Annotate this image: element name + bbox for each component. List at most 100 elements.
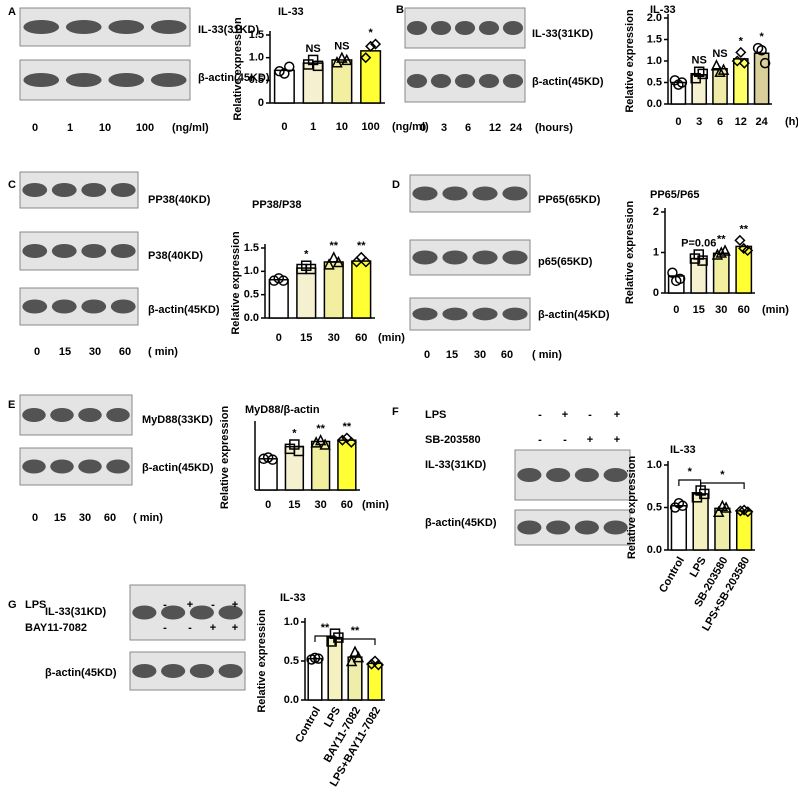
lane-label: 100 xyxy=(136,122,154,134)
panel-label: C xyxy=(8,179,16,191)
data-point xyxy=(738,57,750,69)
significance-label: NS xyxy=(712,48,727,60)
lane-unit: (ng/ml) xyxy=(172,122,209,134)
data-point xyxy=(697,68,708,80)
treatment-sign: - xyxy=(588,409,592,421)
data-point xyxy=(314,433,327,446)
blot-band xyxy=(442,186,468,201)
data-point xyxy=(341,53,353,66)
blot-band xyxy=(65,73,102,87)
significance-label: NS xyxy=(692,55,707,67)
blot-band xyxy=(110,299,136,314)
blot-label: P38(40KD) xyxy=(148,250,203,262)
blot-band xyxy=(22,244,48,258)
y-axis-title: Relative expression xyxy=(232,17,244,121)
lane-label: 1 xyxy=(67,122,73,134)
blot-band xyxy=(81,183,107,197)
blot-band xyxy=(472,250,498,265)
x-tick-label: 10 xyxy=(336,121,348,133)
data-point xyxy=(667,267,678,278)
y-tick-label: 1.5 xyxy=(647,33,662,45)
blot-label: IL-33(31KD) xyxy=(425,459,486,471)
lane-label: 60 xyxy=(501,349,513,361)
data-point xyxy=(759,57,771,69)
blot-band xyxy=(78,408,102,422)
significance-label: ** xyxy=(357,240,366,252)
lane-label: 3 xyxy=(441,122,447,134)
blot-label: p65(65KD) xyxy=(538,256,593,268)
panel-label: G xyxy=(8,599,17,611)
treatment-sign: + xyxy=(562,409,568,421)
x-tick-label: LPS xyxy=(688,555,709,580)
data-point xyxy=(323,258,335,270)
data-point xyxy=(365,40,377,52)
bar xyxy=(692,493,709,551)
treatment-sign: - xyxy=(211,599,215,611)
y-tick-label: 0 xyxy=(258,97,264,109)
blot-label: β-actin(45KD) xyxy=(532,76,604,88)
lane-label: 6 xyxy=(465,122,471,134)
x-tick-label: 6 xyxy=(717,116,723,128)
significance-label: NS xyxy=(305,43,320,55)
blot-band xyxy=(406,21,428,35)
blot-band xyxy=(517,520,542,535)
y-tick-label: 1 xyxy=(653,246,659,258)
blot-band xyxy=(78,459,102,474)
blot-band xyxy=(478,74,500,88)
x-tick-label: 60 xyxy=(341,499,353,511)
blot-band xyxy=(81,299,107,314)
lane-label: 12 xyxy=(489,122,501,134)
significance-bracket xyxy=(334,638,376,645)
data-point xyxy=(693,66,705,77)
chart-title: PP38/P38 xyxy=(252,199,302,211)
x-tick-label: 30 xyxy=(715,304,727,316)
blot-band xyxy=(51,299,77,314)
panel-label: E xyxy=(8,399,15,411)
chart-title: IL-33 xyxy=(670,444,696,456)
chart-title: IL-33 xyxy=(278,6,304,18)
data-point xyxy=(711,248,724,260)
lane-label: 30 xyxy=(79,512,91,524)
significance-label: ** xyxy=(329,240,338,252)
treatment-sign: + xyxy=(187,599,193,611)
data-point xyxy=(293,445,305,457)
data-point xyxy=(742,244,754,257)
lane-unit: ( min) xyxy=(133,512,163,524)
blot-band xyxy=(442,250,468,265)
lane-label: 24 xyxy=(510,122,523,134)
data-point xyxy=(310,436,322,448)
data-point xyxy=(349,645,361,657)
y-tick-label: 0.0 xyxy=(647,544,662,556)
blot-label: β-actin(45KD) xyxy=(198,72,270,84)
treatment-sign: + xyxy=(232,622,238,634)
blot-label: PP38(40KD) xyxy=(148,194,211,206)
bar xyxy=(732,58,749,105)
y-axis-title: Relative expression xyxy=(624,201,636,305)
lane-label: 0 xyxy=(424,349,430,361)
treatment-sign: + xyxy=(614,434,620,446)
panel-label: F xyxy=(392,406,399,418)
y-axis-title: Relative expression xyxy=(219,406,231,510)
significance-label: ** xyxy=(739,223,748,235)
lane-unit: ( min) xyxy=(532,349,562,361)
blot-band xyxy=(546,468,571,482)
bar xyxy=(331,59,353,104)
x-tick-label: 24 xyxy=(755,116,768,128)
bar xyxy=(327,636,343,701)
bar xyxy=(753,52,770,105)
blot-label: β-actin(45KD) xyxy=(45,667,117,679)
x-tick-label: 0 xyxy=(673,304,679,316)
y-axis-title: Relative expression xyxy=(624,9,636,113)
significance-label: * xyxy=(368,27,373,39)
y-tick-label: 1.0 xyxy=(647,55,662,67)
lane-label: 10 xyxy=(99,122,111,134)
significance-label: * xyxy=(739,35,744,47)
blot-band xyxy=(574,520,599,535)
bar xyxy=(310,440,331,491)
blot-band xyxy=(603,468,628,482)
data-point xyxy=(715,246,727,258)
bar xyxy=(296,267,317,319)
data-point xyxy=(336,51,348,63)
blot-label: IL-33(31KD) xyxy=(45,606,106,618)
treatment-sign: - xyxy=(163,622,167,634)
